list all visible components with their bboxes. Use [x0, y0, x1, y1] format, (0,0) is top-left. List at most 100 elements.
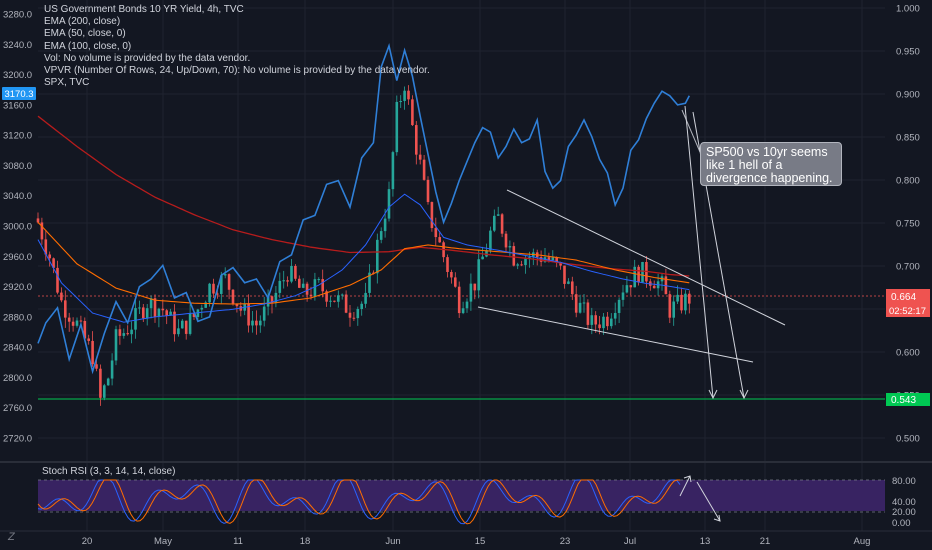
candle-body: [325, 291, 328, 302]
candlestick-series: [36, 85, 691, 406]
candle-body: [528, 257, 531, 259]
candle-body: [559, 262, 562, 266]
candle-body: [489, 230, 492, 251]
time-axis-tick-label: 18: [300, 536, 311, 547]
candle-body: [641, 261, 644, 283]
candle-body: [454, 277, 457, 287]
candle-body: [274, 292, 278, 304]
time-axis-tick-label: Jul: [624, 536, 636, 547]
candle-body: [149, 298, 153, 309]
right-axis-tick-label: 0.950: [896, 47, 920, 58]
candle-body: [294, 265, 297, 279]
callout-note[interactable]: SP500 vs 10yr seems like 1 hell of a div…: [700, 142, 842, 186]
countdown-badge: 02:52:17: [886, 303, 930, 317]
candle-body: [516, 264, 519, 266]
candle-body: [169, 311, 172, 316]
time-axis[interactable]: 20 May 11 18 Jun 15 23 Jul 13 21 Aug: [82, 536, 871, 547]
candle-body: [551, 257, 555, 261]
left-axis-tick-label: 2800.0: [3, 373, 32, 384]
candle-body: [379, 231, 383, 240]
candle-body: [231, 289, 235, 304]
candle-body: [95, 364, 98, 369]
candle-body: [403, 90, 406, 102]
stoch-rsi-label[interactable]: Stoch RSI (3, 3, 14, 14, close): [42, 466, 176, 477]
candle-body: [247, 303, 250, 326]
candle-body: [633, 266, 636, 288]
candle-body: [290, 265, 293, 282]
candle-body: [309, 294, 313, 297]
candle-body: [504, 233, 508, 248]
candle-body: [450, 271, 453, 278]
candle-body: [563, 265, 566, 284]
tradingview-z-icon[interactable]: Z: [8, 531, 15, 543]
candle-body: [446, 257, 449, 272]
spx-line: [37, 42, 691, 375]
candle-body: [130, 329, 133, 335]
candle-body: [613, 312, 617, 319]
upper-trendline[interactable]: [506, 189, 786, 326]
left-price-badge: 3170.3: [2, 87, 36, 100]
candle-body: [387, 189, 391, 219]
left-axis-tick-label: 2840.0: [3, 343, 32, 354]
candle-body: [317, 279, 321, 281]
candle-body: [629, 285, 633, 288]
candle-body: [142, 307, 145, 319]
stoch-k-line: [37, 479, 681, 525]
right-axis-tick-label: 0.900: [896, 90, 920, 101]
legend-ema50[interactable]: EMA (50, close, 0): [44, 28, 126, 40]
left-price-axis[interactable]: 3280.0 3240.0 3200.0 3160.0 3120.0 3080.0 3040…: [3, 10, 32, 445]
spx-drop-arrow[interactable]: [684, 105, 718, 400]
candle-body: [200, 307, 204, 310]
legend-title[interactable]: US Government Bonds 10 YR Yield, 4h, TVC: [44, 4, 244, 15]
candle-body: [122, 333, 126, 336]
candle-body: [134, 308, 137, 330]
legend-spx[interactable]: SPX, TVC: [44, 77, 90, 89]
legend-vpvr[interactable]: VPVR (Number Of Rows, 24, Up/Down, 70): …: [44, 65, 430, 77]
candle-body: [282, 280, 285, 282]
legend-ema100[interactable]: EMA (100, close, 0): [44, 40, 132, 52]
candle-body: [621, 292, 625, 300]
candle-body: [578, 302, 582, 313]
candle-body: [110, 360, 114, 379]
candle-body: [344, 294, 348, 313]
candle-body: [298, 278, 301, 288]
candle-body: [184, 320, 188, 334]
candle-body: [40, 222, 44, 240]
candle-body: [383, 218, 387, 232]
candle-body: [48, 254, 51, 259]
right-yield-axis[interactable]: 1.0000.9500.9000.8500.8000.7500.7000.650…: [896, 4, 920, 445]
candle-body: [333, 300, 336, 302]
candle-body: [574, 294, 578, 313]
candle-body: [227, 274, 231, 290]
candle-body: [212, 283, 215, 294]
candle-body: [305, 283, 309, 295]
current-yield-badge-text: 0.664: [891, 292, 916, 303]
candle-body: [157, 308, 161, 317]
candle-body: [399, 101, 402, 103]
legend-ema200[interactable]: EMA (200, close): [44, 16, 121, 28]
left-axis-tick-label: 3000.0: [3, 222, 32, 233]
candle-body: [415, 125, 418, 155]
left-axis-tick-label: 2880.0: [3, 312, 32, 323]
candle-body: [407, 90, 410, 100]
stoch-down-arrow: [696, 481, 721, 522]
candle-body: [520, 264, 523, 266]
candle-body: [321, 279, 324, 292]
candle-body: [329, 300, 332, 302]
candle-body: [188, 313, 192, 334]
lower-trendline[interactable]: [477, 306, 754, 363]
candle-body: [126, 333, 129, 335]
right-axis-tick-label: 0.750: [896, 219, 920, 230]
candle-body: [192, 313, 196, 317]
candle-body: [496, 214, 500, 216]
legend-vol[interactable]: Vol: No volume is provided by the data v…: [44, 52, 251, 64]
right-axis-tick-label: 0.500: [896, 434, 920, 445]
candle-body: [422, 159, 426, 180]
candle-body: [625, 285, 629, 293]
candle-body: [255, 320, 258, 326]
candle-body: [434, 228, 438, 238]
candle-body: [411, 99, 414, 126]
right-axis-tick-label: 0.700: [896, 262, 920, 273]
